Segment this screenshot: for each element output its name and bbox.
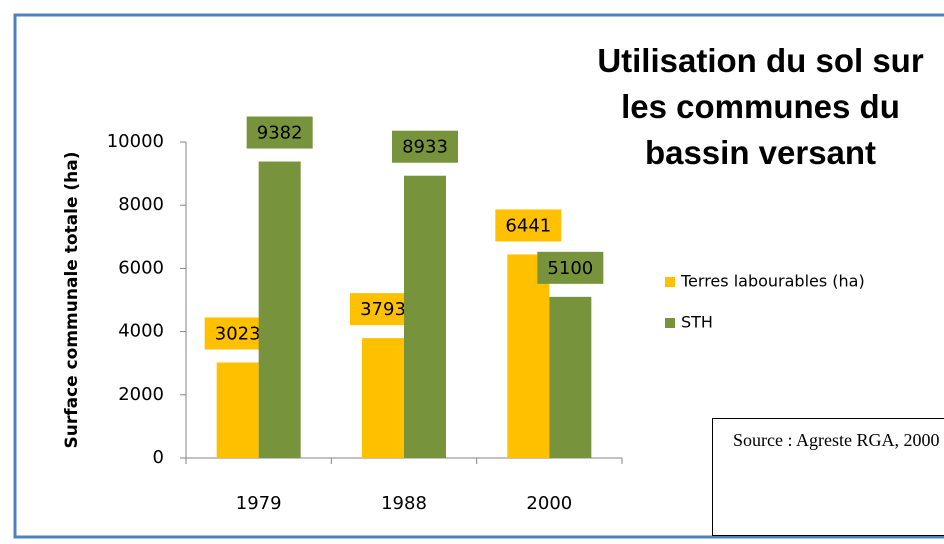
- y-tick-label: 2000: [118, 384, 164, 405]
- x-tick-label: 1988: [381, 493, 427, 514]
- data-label: 8933: [402, 137, 448, 158]
- frame: [13, 13, 944, 539]
- bar: [404, 175, 446, 458]
- source-note: Source : Agreste RGA, 2000: [712, 418, 944, 536]
- data-label: 6441: [505, 215, 551, 236]
- bar: [549, 296, 592, 458]
- y-tick-label: 4000: [118, 321, 164, 342]
- bar: [507, 254, 550, 458]
- bar: [216, 362, 259, 458]
- y-tick-label: 6000: [118, 257, 164, 278]
- x-tick-label: 2000: [526, 493, 572, 514]
- data-label: 9382: [257, 123, 303, 144]
- data-label-box: [246, 116, 313, 149]
- y-tick-label: 0: [153, 447, 164, 468]
- x-tick-label: 1979: [236, 493, 282, 514]
- legend-label: Terres labourables (ha): [680, 272, 865, 291]
- y-tick-label: 8000: [118, 194, 164, 215]
- data-label-box: [392, 130, 458, 163]
- legend-swatch: [665, 277, 675, 287]
- data-label-box: [537, 251, 604, 284]
- data-label-box: [495, 209, 562, 242]
- legend-swatch: [665, 318, 675, 328]
- chart-title: Utilisation du sol sur les communes du b…: [597, 42, 924, 171]
- legend-label: STH: [681, 313, 713, 332]
- data-label: 3793: [360, 299, 406, 320]
- data-label: 3023: [215, 323, 261, 344]
- bar: [258, 161, 301, 458]
- bar: [362, 338, 404, 458]
- data-label: 5100: [547, 258, 593, 279]
- y-axis-label: Surface communale totale (ha): [62, 151, 82, 448]
- y-tick-label: 10000: [107, 131, 164, 152]
